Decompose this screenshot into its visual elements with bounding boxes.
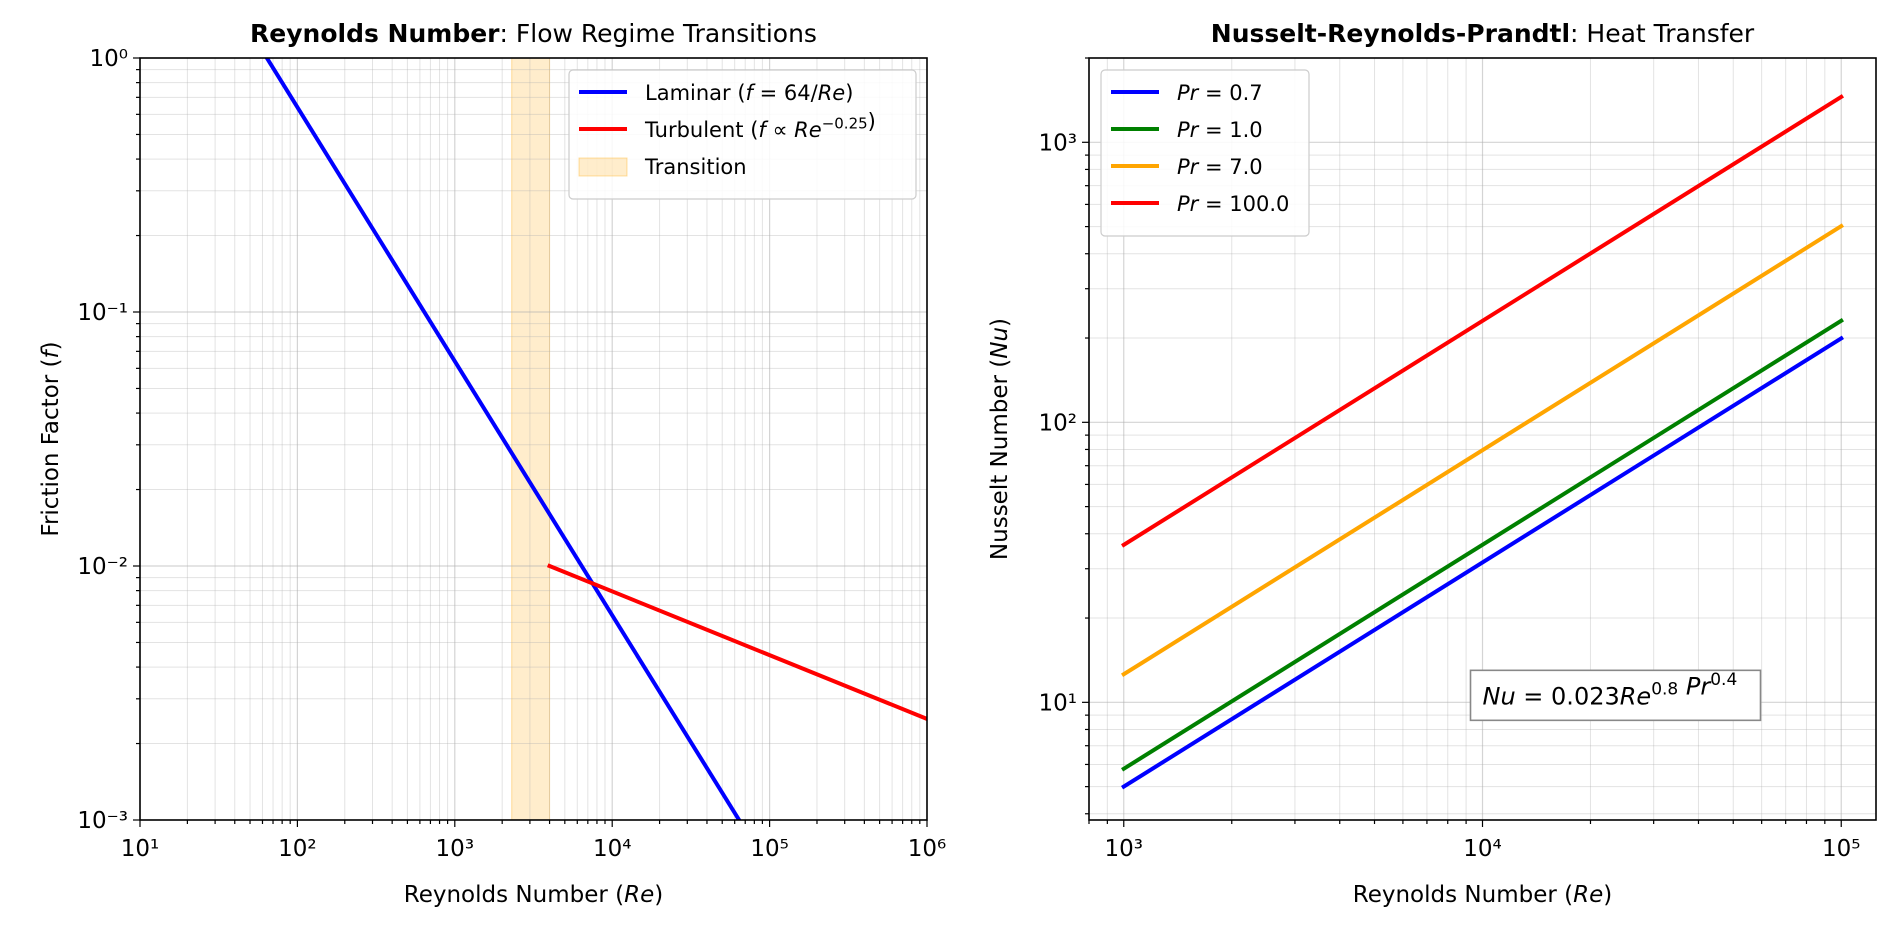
grid [1089, 58, 1876, 820]
legend-entry-turbulent-f-re-0-25: Turbulent (f ∝ Re−0.25) [644, 110, 876, 142]
series-line-turbulent-f-re-0-25 [546, 563, 927, 722]
chart-1: 10¹ 10² 10³ 10⁴ 10⁵ 10⁶ 10⁻³ 10⁻² 10⁻¹ 10⁰ Reynold… [38, 19, 947, 908]
y-tick-label: 10⁻¹ [77, 300, 128, 326]
legend-swatch-transition [578, 157, 628, 177]
y-tick-label: 10⁰ [90, 46, 129, 72]
legend: Pr = 0.7 Pr = 1.0 Pr = 7.0 Pr = 100.0 [1100, 69, 1310, 237]
legend-entry-pr-0-7: Pr = 0.7 [1177, 81, 1263, 105]
legend-frame [1100, 69, 1310, 237]
x-tick-label: 10⁴ [593, 836, 632, 862]
y-tick-label: 10⁻³ [77, 808, 128, 834]
plot-frame [139, 57, 928, 821]
series-line-pr-100-0 [1121, 94, 1844, 548]
x-tick-label: 10² [278, 836, 317, 862]
series-line-pr-1-0 [1121, 318, 1844, 772]
x-tick-label: 10³ [436, 836, 475, 862]
y-axis-label: Nusselt Number (Nu) [987, 318, 1013, 560]
chart-title: Nusselt-Reynolds-Prandtl: Heat Transfer [1211, 19, 1755, 48]
x-axis-label: Reynolds Number (Re) [1353, 882, 1612, 908]
y-axis-label: Friction Factor (f) [38, 341, 64, 536]
formula-annotation: Nu = 0.023Re0.8 Pr0.4 [1469, 669, 1762, 722]
legend: Laminar (f = 64/Re) Turbulent (f ∝ Re−0.2… [568, 69, 917, 200]
chart-2: 10³ 10⁴ 10⁵ 10¹ 10² 10³ Nusselt-Reynolds-Prand… [987, 19, 1877, 908]
series-group [1121, 94, 1844, 790]
y-tick-label: 10² [1039, 410, 1078, 436]
x-tick-label: 10⁶ [908, 836, 947, 862]
legend-entry-pr-100-0: Pr = 100.0 [1177, 192, 1289, 216]
legend-entry-laminar-f-64-re: Laminar (f = 64/Re) [645, 81, 853, 105]
x-tick-label: 10⁵ [1822, 836, 1861, 862]
series-line-pr-0-7 [1121, 335, 1844, 790]
x-tick-label: 10¹ [121, 836, 160, 862]
chart-title: Reynolds Number: Flow Regime Transitions [250, 19, 817, 48]
x-tick-label: 10⁵ [750, 836, 789, 862]
shaded-region-transition [511, 57, 551, 821]
series-line-laminar-f-64-re [264, 58, 742, 820]
legend-entry-pr-1-0: Pr = 1.0 [1177, 118, 1263, 142]
legend-entry-transition: Transition [644, 155, 747, 179]
legend-entry-pr-7-0: Pr = 7.0 [1177, 155, 1263, 179]
series-group [264, 58, 927, 820]
x-tick-label: 10³ [1105, 836, 1144, 862]
grid [140, 58, 927, 820]
formula-annotation-text: Nu = 0.023Re0.8 Pr0.4 [1483, 670, 1738, 710]
series-line-pr-7-0 [1121, 223, 1844, 677]
legend-frame [568, 69, 917, 200]
x-axis-label: Reynolds Number (Re) [404, 882, 663, 908]
y-tick-label: 10³ [1039, 130, 1078, 156]
y-tick-label: 10¹ [1039, 690, 1078, 716]
formula-annotation-box [1469, 669, 1762, 722]
y-tick-label: 10⁻² [77, 554, 128, 580]
x-tick-label: 10⁴ [1463, 836, 1502, 862]
